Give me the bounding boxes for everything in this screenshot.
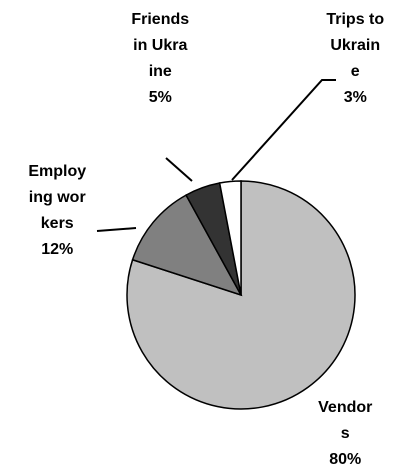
value-label: 5% [148,89,172,106]
pie-slice [218,180,242,296]
leader-line [231,79,336,181]
value-label: 80% [329,451,362,468]
category-name: Employing workers [28,163,87,232]
category-name: Friends in Ukraine [131,11,190,80]
slice-label: Vendors 80% [316,395,375,473]
value-label: 12% [41,241,74,258]
slice-label: Friends in Ukraine 5% [131,7,190,111]
category-name: Vendors [318,399,373,442]
slice-label: Employing workers 12% [28,159,87,263]
slice-label: Trips to Ukraine 3% [326,7,385,111]
category-name: Trips to Ukraine [326,11,385,80]
pie-slice [126,180,356,410]
leader-line [96,227,137,232]
value-label: 3% [343,89,367,106]
pie-slice [131,194,243,297]
leader-line [165,157,193,182]
